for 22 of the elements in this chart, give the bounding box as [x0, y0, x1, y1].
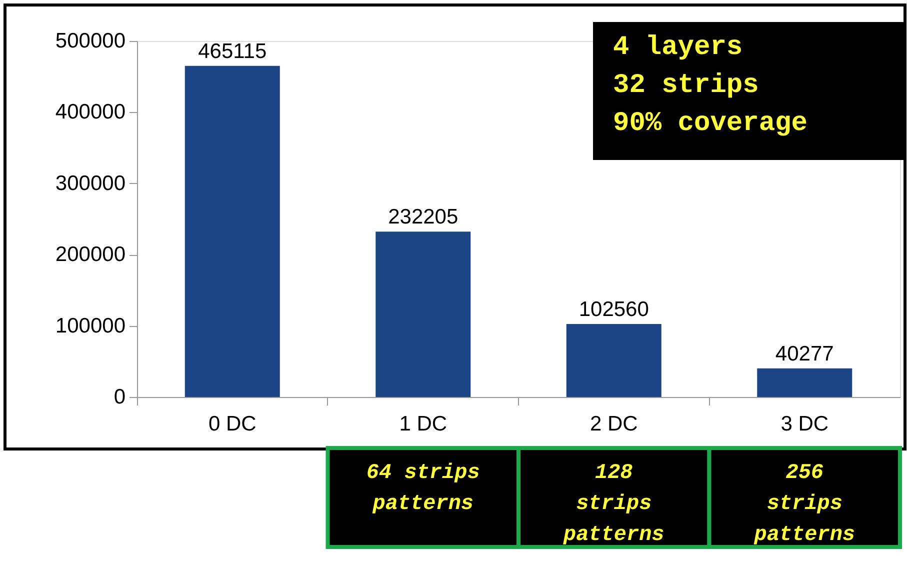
bar [184, 66, 280, 397]
bar [757, 368, 852, 397]
data-label: 102560 [578, 298, 649, 321]
text: 128 strips patterns [562, 462, 664, 547]
y-tick-label: 400000 [55, 100, 126, 124]
text: 64 strips patterns [366, 462, 480, 516]
y-tick-label: 100000 [55, 314, 126, 338]
annotation: 4 layers 32 strips 90% coverage [613, 33, 808, 139]
y-tick-label: 200000 [55, 243, 126, 266]
bar [376, 232, 471, 397]
x-tick-label: 3 DC [780, 412, 829, 436]
data-label: 232205 [388, 206, 458, 229]
y-tick-label: 0 [114, 386, 126, 408]
bar [566, 324, 662, 397]
data-label: 40277 [775, 342, 834, 366]
y-tick-label: 300000 [55, 172, 126, 195]
x-tick-label: 0 DC [208, 412, 256, 436]
x-tick-label: 1 DC [399, 412, 448, 436]
text: 256 strips patterns [753, 462, 856, 547]
y-tick-label: 500000 [55, 30, 126, 52]
x-tick-label: 2 DC [590, 412, 638, 436]
data-label: 465115 [198, 40, 267, 63]
